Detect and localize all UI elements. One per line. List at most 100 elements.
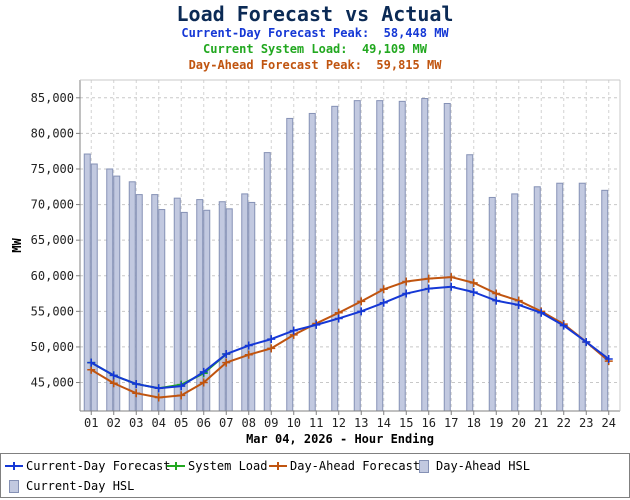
point-current-day-forecast	[604, 355, 613, 364]
x-tick-label: 14	[377, 416, 391, 430]
point-day-ahead-forecast	[424, 274, 433, 283]
x-tick-label: 15	[399, 416, 413, 430]
x-tick-label: 01	[84, 416, 98, 430]
point-day-ahead-forecast	[87, 365, 96, 374]
bar-day-ahead-hsl	[308, 112, 316, 412]
x-tick-label: 12	[332, 416, 346, 430]
chart-title: Load Forecast vs Actual	[176, 2, 454, 26]
legend-label: Current-Day Forecast	[26, 459, 171, 473]
y-tick-label: 65,000	[31, 233, 74, 247]
point-day-ahead-forecast	[109, 379, 118, 388]
point-day-ahead-forecast	[222, 358, 231, 367]
y-tick-label: 70,000	[31, 198, 74, 212]
point-day-ahead-forecast	[469, 278, 478, 287]
x-tick-label: 02	[107, 416, 121, 430]
y-tick-label: 45,000	[31, 376, 74, 390]
x-tick-label: 03	[129, 416, 143, 430]
bar-day-ahead-hsl	[286, 117, 294, 412]
point-current-day-forecast	[154, 384, 163, 393]
point-current-day-forecast	[132, 379, 141, 388]
current-day-peak-subtitle: Current-Day Forecast Peak: 58,448 MW	[181, 26, 449, 40]
x-tick-label: 10	[287, 416, 301, 430]
day-ahead-peak-subtitle: Day-Ahead Forecast Peak: 59,815 MW	[188, 58, 442, 72]
x-tick-label: 11	[309, 416, 323, 430]
point-current-day-forecast	[559, 321, 568, 330]
bar-day-ahead-hsl	[128, 181, 136, 412]
x-tick-label: 06	[197, 416, 211, 430]
point-current-day-forecast	[379, 298, 388, 307]
point-current-day-forecast	[469, 288, 478, 297]
legend-item-day-ahead-hsl: Day-Ahead HSL	[415, 458, 530, 474]
x-tick-label: 19	[489, 416, 503, 430]
bar-day-ahead-hsl	[511, 193, 519, 412]
y-tick-label: 75,000	[31, 162, 74, 176]
legend-label: Day-Ahead HSL	[436, 459, 530, 473]
point-day-ahead-forecast	[177, 391, 186, 400]
point-current-day-forecast	[582, 337, 591, 346]
y-tick-label: 55,000	[31, 304, 74, 318]
bar-day-ahead-hsl	[241, 193, 249, 412]
point-day-ahead-forecast	[132, 389, 141, 398]
x-tick-label: 04	[152, 416, 166, 430]
bar-day-ahead-hsl	[83, 153, 91, 412]
bar-current-day-hsl	[135, 194, 143, 412]
legend-item-system-load: System Load	[167, 458, 267, 474]
point-current-day-forecast	[357, 307, 366, 316]
legend-label: System Load	[188, 459, 268, 473]
x-tick-label: 18	[467, 416, 481, 430]
bar-day-ahead-hsl	[398, 100, 406, 412]
point-current-day-forecast	[447, 282, 456, 291]
bar-day-ahead-hsl	[151, 194, 159, 412]
point-current-day-forecast	[289, 326, 298, 335]
x-tick-label: 07	[219, 416, 233, 430]
bar-day-ahead-hsl	[353, 100, 361, 412]
legend-label: Day-Ahead Forecast	[290, 459, 421, 473]
x-tick-label: 24	[602, 416, 616, 430]
point-current-day-forecast	[514, 300, 523, 309]
plot-area	[80, 80, 620, 411]
x-tick-label: 13	[354, 416, 368, 430]
point-day-ahead-forecast	[267, 344, 276, 353]
point-day-ahead-forecast	[379, 285, 388, 294]
point-current-day-forecast	[402, 289, 411, 298]
point-current-day-forecast	[267, 335, 276, 344]
bar-day-ahead-hsl	[443, 102, 451, 412]
bar-day-ahead-hsl	[331, 105, 339, 412]
point-current-day-forecast	[87, 358, 96, 367]
point-current-day-forecast	[424, 284, 433, 293]
y-tick-label: 50,000	[31, 340, 74, 354]
x-tick-label: 09	[264, 416, 278, 430]
bar-day-ahead-hsl	[263, 152, 271, 412]
x-tick-label: 08	[242, 416, 256, 430]
point-day-ahead-forecast	[244, 350, 253, 359]
legend-item-day-ahead-forecast: Day-Ahead Forecast	[269, 458, 420, 474]
point-current-day-forecast	[334, 314, 343, 323]
point-current-day-forecast	[177, 382, 186, 391]
x-tick-label: 16	[422, 416, 436, 430]
point-day-ahead-forecast	[199, 378, 208, 387]
point-current-day-forecast	[537, 308, 546, 317]
bar-day-ahead-hsl	[601, 189, 609, 412]
bar-current-day-hsl	[248, 201, 256, 412]
bar-day-ahead-hsl	[578, 182, 586, 412]
point-current-day-forecast	[312, 320, 321, 329]
x-tick-label: 17	[444, 416, 458, 430]
bar-day-ahead-hsl	[218, 201, 226, 412]
point-current-day-forecast	[109, 371, 118, 380]
bar-current-day-hsl	[158, 209, 166, 412]
bar-day-ahead-hsl	[173, 197, 181, 412]
y-tick-label: 80,000	[31, 126, 74, 140]
x-tick-label: 23	[579, 416, 593, 430]
point-day-ahead-forecast	[154, 393, 163, 402]
bar-day-ahead-hsl	[533, 186, 541, 412]
system-load-subtitle: Current System Load: 49,109 MW	[203, 42, 427, 56]
legend-label: Current-Day HSL	[26, 479, 135, 493]
chart-legend: Current-Day Forecast System Load Day-Ahe…	[0, 453, 630, 498]
legend-bar-icon	[5, 480, 23, 493]
y-axis-label: MW	[10, 238, 24, 253]
legend-line-icon	[269, 460, 287, 472]
bar-day-ahead-hsl	[196, 199, 204, 412]
bar-current-day-hsl	[90, 163, 98, 412]
point-current-day-forecast	[199, 367, 208, 376]
bar-day-ahead-hsl	[376, 100, 384, 412]
